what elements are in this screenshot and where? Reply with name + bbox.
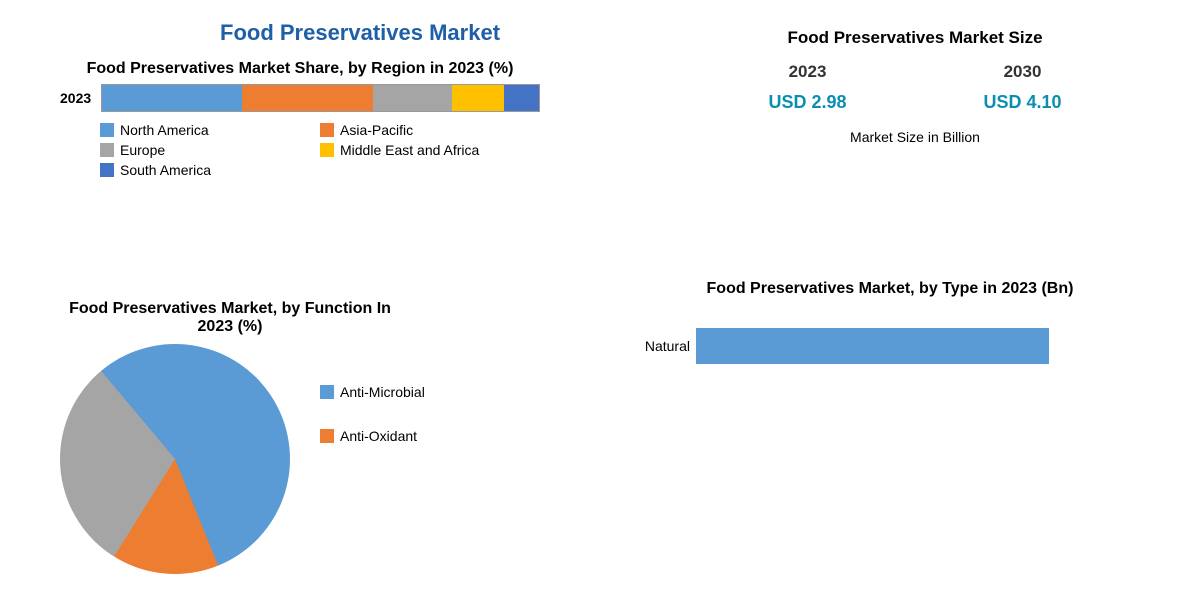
- size-year-label: 2030: [1004, 62, 1042, 82]
- legend-swatch-icon: [100, 143, 114, 157]
- market-size-panel: Food Preservatives Market Size 2023 USD 2…: [700, 28, 1130, 145]
- legend-swatch-icon: [320, 385, 334, 399]
- legend-item: North America: [100, 122, 320, 138]
- legend-swatch-icon: [320, 123, 334, 137]
- legend-label: Asia-Pacific: [340, 122, 413, 138]
- region-chart-title: Food Preservatives Market Share, by Regi…: [60, 60, 540, 78]
- legend-label: South America: [120, 162, 211, 178]
- legend-label: Middle East and Africa: [340, 142, 479, 158]
- type-bar-label: Natural: [620, 338, 690, 354]
- legend-item: South America: [100, 162, 320, 178]
- type-chart-title: Food Preservatives Market, by Type in 20…: [620, 280, 1160, 298]
- legend-item: Asia-Pacific: [320, 122, 540, 138]
- size-unit-label: Market Size in Billion: [700, 129, 1130, 145]
- legend-swatch-icon: [100, 123, 114, 137]
- region-legend: North America Asia-Pacific Europe Middle Ea…: [100, 122, 540, 178]
- legend-item: Anti-Oxidant: [320, 428, 425, 444]
- size-year-label: 2023: [789, 62, 827, 82]
- type-bar: [696, 328, 1049, 364]
- legend-swatch-icon: [320, 143, 334, 157]
- size-title: Food Preservatives Market Size: [700, 28, 1130, 48]
- type-bar-row: Natural: [620, 328, 1160, 364]
- legend-label: North America: [120, 122, 209, 138]
- region-seg-asia-pacific: [242, 85, 373, 111]
- pie-chart-title: Food Preservatives Market, by Function I…: [60, 300, 400, 336]
- size-value: USD 4.10: [983, 92, 1061, 113]
- region-seg-south-america: [504, 85, 539, 111]
- region-share-chart: Food Preservatives Market Share, by Regi…: [60, 60, 540, 178]
- region-stacked-bar: [101, 84, 540, 112]
- region-seg-europe: [373, 85, 452, 111]
- legend-label: Europe: [120, 142, 165, 158]
- legend-label: Anti-Microbial: [340, 384, 425, 400]
- region-seg-north-america: [102, 85, 242, 111]
- function-pie-chart: Food Preservatives Market, by Function I…: [60, 300, 580, 574]
- legend-swatch-icon: [100, 163, 114, 177]
- pie-graphic: [60, 344, 290, 574]
- pie-legend: Anti-Microbial Anti-Oxidant: [320, 384, 425, 444]
- main-title: Food Preservatives Market: [220, 20, 500, 46]
- legend-label: Anti-Oxidant: [340, 428, 417, 444]
- legend-item: Europe: [100, 142, 320, 158]
- legend-swatch-icon: [320, 429, 334, 443]
- legend-item: Anti-Microbial: [320, 384, 425, 400]
- region-seg-middle-east-and-africa: [452, 85, 504, 111]
- type-bar-track: [696, 328, 1160, 364]
- size-year-col: 2023 USD 2.98: [768, 62, 846, 113]
- region-chart-ylabel: 2023: [60, 90, 91, 106]
- size-year-col: 2030 USD 4.10: [983, 62, 1061, 113]
- legend-item: Middle East and Africa: [320, 142, 540, 158]
- type-bar-chart: Food Preservatives Market, by Type in 20…: [620, 280, 1160, 364]
- size-value: USD 2.98: [768, 92, 846, 113]
